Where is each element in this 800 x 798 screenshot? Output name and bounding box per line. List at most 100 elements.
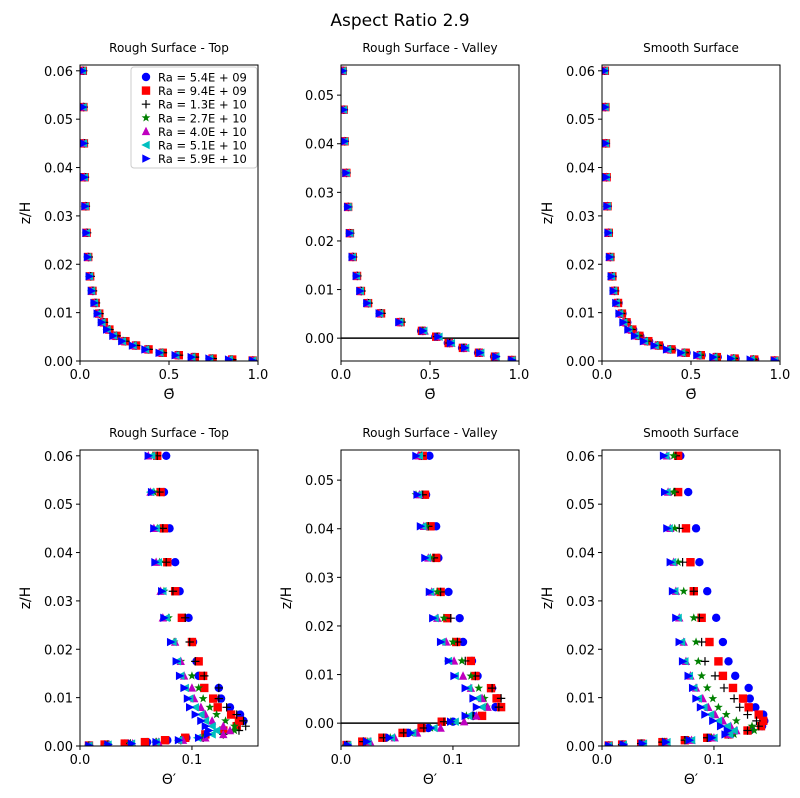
y-tick-label: 0.00 (566, 740, 595, 755)
data-point (602, 67, 610, 75)
data-point (729, 694, 739, 703)
data-point (168, 587, 178, 596)
data-point (612, 298, 621, 308)
data-point (697, 671, 707, 680)
data-point (630, 331, 640, 341)
data-point (479, 693, 489, 703)
y-tick-label: 0.04 (305, 523, 334, 538)
data-point (221, 716, 230, 725)
data-point (726, 354, 736, 361)
data-point (194, 733, 204, 742)
data-point (605, 252, 615, 262)
data-point (724, 657, 733, 666)
x-tick-label: 0.1 (182, 753, 203, 768)
data-point (151, 558, 160, 567)
data-point (419, 326, 428, 336)
y-tick-label: 0.05 (44, 113, 73, 128)
data-point (444, 656, 454, 666)
data-point (127, 739, 137, 746)
x-tick-label: 0.5 (159, 368, 180, 383)
axes-frame (340, 64, 520, 362)
data-point (187, 671, 197, 680)
data-point (198, 733, 208, 742)
data-point (395, 317, 404, 327)
data-point (719, 683, 729, 693)
data-point (496, 694, 506, 703)
data-point (104, 740, 113, 746)
x-axis-label: Θ̄ (163, 387, 174, 403)
data-point (352, 271, 362, 281)
data-point (170, 558, 180, 567)
x-axis-label: Θ̄ (424, 387, 435, 403)
series-3 (84, 451, 250, 746)
x-tick-label: 0.0 (331, 368, 352, 383)
subplot: Smooth Surface 0.0 0.1 0.00 0.01 0.02 0.03 0.04… (540, 426, 781, 788)
data-point (419, 723, 429, 733)
x-tick-label: 0.1 (443, 753, 464, 768)
data-point (679, 586, 689, 595)
data-point (718, 671, 728, 681)
data-point (447, 717, 456, 726)
data-point (770, 356, 780, 361)
subplot-title: Rough Surface - Valley (362, 426, 497, 440)
legend-label: Ra = 5.9E + 10 (158, 152, 247, 166)
x-tick-label: 0.0 (592, 368, 613, 383)
series-7 (602, 67, 780, 361)
data-point (158, 524, 168, 533)
series-2 (84, 451, 244, 746)
data-point (144, 451, 153, 461)
data-point (187, 352, 196, 361)
data-point (413, 490, 422, 499)
data-point (710, 671, 720, 681)
x-tick-label: 1.0 (770, 368, 791, 383)
data-point (705, 710, 715, 719)
legend-marker-icon (141, 86, 151, 95)
data-point (744, 703, 753, 712)
data-point (455, 613, 464, 623)
data-point (466, 656, 476, 666)
legend-marker-icon (141, 113, 151, 122)
y-tick-label: 0.04 (566, 547, 595, 562)
legend-marker-icon (141, 100, 151, 109)
x-axis-label: Θ̄ (685, 387, 696, 403)
data-point (604, 228, 613, 238)
data-point (697, 637, 706, 647)
data-point (666, 558, 675, 567)
data-point (681, 524, 691, 533)
data-point (458, 637, 468, 647)
data-point (341, 106, 349, 114)
subplot-title: Rough Surface - Valley (362, 41, 497, 55)
data-point (459, 716, 469, 726)
data-point (406, 728, 416, 738)
data-point (659, 451, 669, 461)
data-point (691, 637, 701, 646)
series-7 (85, 451, 214, 746)
data-point (341, 137, 350, 146)
series-5 (341, 66, 515, 361)
y-tick-label: 0.03 (44, 210, 73, 225)
data-point (660, 487, 670, 497)
axes-frame (601, 64, 781, 362)
data-point (662, 737, 671, 746)
series-1 (341, 66, 517, 361)
data-point (708, 733, 717, 742)
data-point (695, 613, 704, 623)
data-point (342, 168, 351, 178)
y-tick-label: 0.05 (566, 498, 595, 513)
data-point (239, 716, 248, 726)
data-point (670, 523, 680, 533)
data-point (425, 451, 434, 461)
data-point (219, 721, 228, 730)
data-point (615, 309, 624, 318)
y-tick-label: 0.06 (566, 450, 595, 465)
data-point (693, 656, 703, 666)
data-point (155, 487, 164, 497)
data-point (190, 703, 200, 712)
data-point (185, 637, 194, 647)
data-point (461, 711, 470, 721)
data-point (709, 716, 718, 726)
data-point (743, 710, 752, 719)
data-point (747, 721, 757, 730)
y-tick-label: 0.04 (44, 547, 73, 562)
data-point (751, 703, 760, 712)
